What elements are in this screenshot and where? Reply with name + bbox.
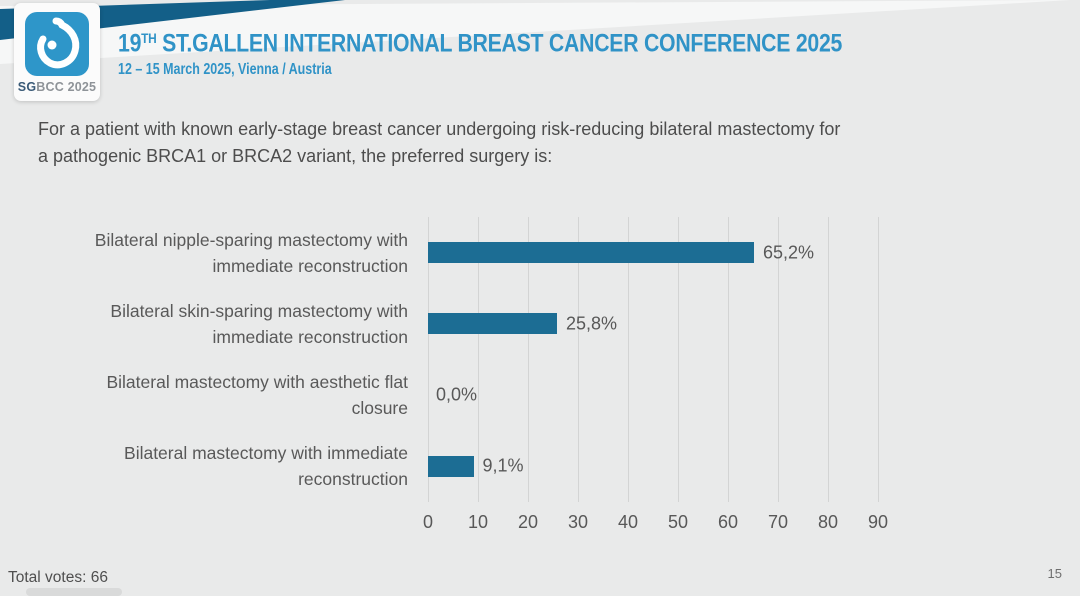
bar: [428, 455, 474, 477]
total-votes-label: Total votes: 66: [8, 569, 108, 586]
gridline: [778, 217, 779, 502]
x-tick-label: 70: [767, 512, 789, 532]
category-label-line: immediate reconstruction: [212, 255, 409, 276]
category-label: Bilateral mastectomy with aesthetic flat…: [8, 369, 408, 421]
conference-title: 19TH ST.GALLEN INTERNATIONAL BREAST CANC…: [118, 29, 842, 58]
gridline: [578, 217, 579, 502]
gridline: [478, 217, 479, 502]
gridline: [628, 217, 629, 502]
gridline: [678, 217, 679, 502]
category-label-line: immediate reconstruction: [212, 326, 409, 347]
title-superscript: TH: [141, 30, 157, 46]
bar: [428, 313, 557, 335]
page-number: 15: [1047, 566, 1062, 581]
logo-wordmark-rest: BCC 2025: [36, 80, 97, 94]
bar: [428, 242, 754, 264]
breast-drop-icon: [25, 12, 89, 76]
gridline: [828, 217, 829, 502]
x-tick-label: 10: [467, 512, 489, 532]
gridline: [528, 217, 529, 502]
category-label-line: Bilateral mastectomy with immediate: [124, 443, 408, 464]
category-label: Bilateral mastectomy with immediate recon…: [8, 440, 408, 492]
conference-dates: 12 – 15 March 2025, Vienna / Austria: [118, 61, 332, 78]
bar-value-label: 0,0%: [436, 384, 478, 405]
category-label-line: Bilateral skin-sparing mastectomy with: [110, 300, 408, 321]
x-tick-label: 0: [422, 512, 433, 532]
conference-logo: SGBCC 2025: [14, 3, 100, 101]
bar-value-label: 25,8%: [566, 313, 618, 334]
question-text: For a patient with known early-stage bre…: [38, 116, 840, 170]
x-tick-label: 50: [667, 512, 689, 532]
x-tick-label: 30: [567, 512, 589, 532]
gridline: [428, 217, 429, 502]
x-tick-label: 40: [617, 512, 639, 532]
category-label-line: Bilateral mastectomy with aesthetic flat: [106, 372, 408, 393]
category-label-line: closure: [351, 398, 408, 419]
question-line-2: a pathogenic BRCA1 or BRCA2 variant, the…: [38, 146, 553, 166]
bar-value-label: 9,1%: [482, 455, 524, 476]
category-label: Bilateral nipple-sparing mastectomy with…: [8, 227, 408, 279]
gridline: [728, 217, 729, 502]
x-tick-label: 90: [867, 512, 889, 532]
x-tick-label: 80: [817, 512, 839, 532]
category-label: Bilateral skin-sparing mastectomy with im…: [8, 298, 408, 350]
x-tick-label: 60: [717, 512, 739, 532]
logo-wordmark: SGBCC 2025: [14, 80, 100, 94]
title-text: ST.GALLEN INTERNATIONAL BREAST CANCER CO…: [156, 29, 843, 58]
total-votes-underline: [26, 588, 122, 596]
gridline: [878, 217, 879, 502]
bar-value-label: 65,2%: [763, 242, 815, 263]
category-label-line: Bilateral nipple-sparing mastectomy with: [94, 229, 408, 250]
x-tick-label: 20: [517, 512, 539, 532]
category-label-line: reconstruction: [298, 469, 408, 490]
question-line-1: For a patient with known early-stage bre…: [38, 119, 841, 139]
title-number: 19: [118, 29, 142, 58]
logo-wordmark-bold: SG: [17, 80, 37, 94]
